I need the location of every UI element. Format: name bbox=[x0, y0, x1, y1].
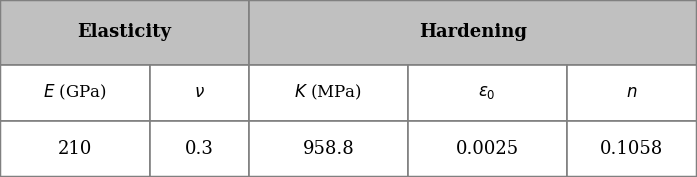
Text: 958.8: 958.8 bbox=[302, 140, 354, 158]
Text: Elasticity: Elasticity bbox=[77, 23, 171, 41]
Bar bbox=[0, 65, 150, 121]
Text: $K$ (MPa): $K$ (MPa) bbox=[294, 83, 362, 102]
Bar bbox=[567, 65, 697, 121]
Text: 0.3: 0.3 bbox=[185, 140, 214, 158]
Text: $\nu$: $\nu$ bbox=[194, 84, 205, 101]
Bar bbox=[567, 121, 697, 177]
Bar bbox=[150, 121, 249, 177]
Text: $\varepsilon_0$: $\varepsilon_0$ bbox=[478, 84, 496, 101]
Bar bbox=[408, 121, 567, 177]
Bar bbox=[408, 65, 567, 121]
Bar bbox=[0, 121, 150, 177]
Text: $n$: $n$ bbox=[626, 84, 638, 101]
Text: 210: 210 bbox=[58, 140, 92, 158]
Bar bbox=[249, 0, 697, 65]
Bar bbox=[0, 0, 249, 65]
Text: $E$ (GPa): $E$ (GPa) bbox=[43, 83, 107, 102]
Text: Hardening: Hardening bbox=[419, 23, 527, 41]
Bar bbox=[249, 121, 408, 177]
Bar bbox=[249, 65, 408, 121]
Bar bbox=[150, 65, 249, 121]
Text: 0.1058: 0.1058 bbox=[600, 140, 664, 158]
Text: 0.0025: 0.0025 bbox=[456, 140, 519, 158]
